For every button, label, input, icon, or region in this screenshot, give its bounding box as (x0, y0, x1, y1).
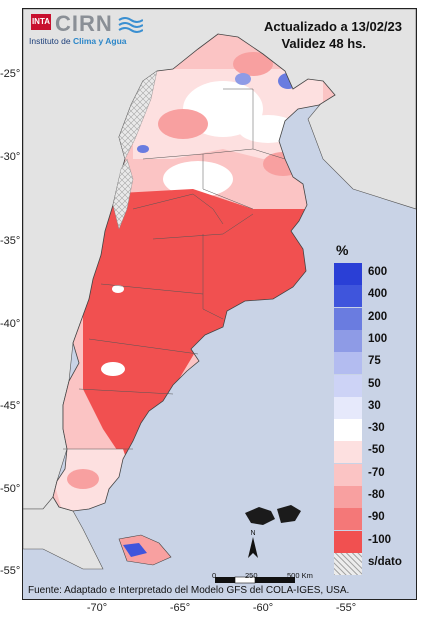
map-frame: INTA CIRN Instituto de Clima y Agua Actu… (22, 8, 417, 600)
north-label: N (250, 530, 255, 537)
legend-label: s/dato (368, 555, 402, 568)
scale-end: 500 Km (287, 571, 313, 580)
legend-swatch (334, 441, 362, 464)
lat-tick: -55° (0, 565, 21, 577)
north-arrow-icon: N (248, 530, 258, 558)
lat-tick: -40° (0, 318, 21, 330)
lon-tick: -55° (335, 602, 357, 614)
lat-tick: -50° (0, 483, 21, 495)
lat-tick: -45° (0, 400, 21, 412)
legend-swatch (334, 463, 362, 486)
legend-label: 100 (368, 332, 388, 345)
legend-swatch (334, 329, 362, 352)
inta-badge: INTA (31, 14, 51, 30)
legend-swatch (334, 419, 362, 442)
legend-label: 30 (368, 399, 381, 412)
legend-label: -50 (368, 444, 385, 457)
scale-start: 0 (212, 571, 217, 580)
legend-label: 400 (368, 288, 388, 301)
legend-swatch (334, 307, 362, 330)
legend-swatch (334, 263, 362, 285)
legend-label: -30 (368, 422, 385, 435)
legend-label: -80 (368, 489, 385, 501)
institute-prefix: Instituto de (29, 36, 73, 46)
lon-tick: -60° (252, 602, 274, 614)
legend-swatch (334, 486, 362, 508)
legend-label: 200 (368, 310, 388, 323)
institute-highlight: Clima y Agua (72, 36, 127, 46)
updated-date: Actualizado a 13/02/23 (263, 19, 402, 34)
institute-name: Instituto de Clima y Agua (29, 36, 127, 46)
lon-tick: -70° (86, 602, 108, 614)
legend-swatch (334, 396, 362, 419)
cirn-logo: INTA CIRN Instituto de Clima y Agua (27, 11, 169, 51)
scale-mid: 250 (245, 571, 258, 580)
legend-swatch (334, 508, 362, 531)
validity: Validez 48 hs. (281, 36, 366, 51)
lat-tick: -30° (0, 151, 21, 163)
waves-icon (118, 17, 143, 33)
legend-label: -70 (368, 466, 385, 479)
lon-tick: -65° (169, 602, 191, 614)
legend-label: 50 (368, 377, 381, 390)
legend-swatch (334, 530, 362, 553)
legend-label: 75 (368, 355, 381, 368)
legend-swatch (334, 352, 362, 375)
scale-bar (215, 576, 295, 584)
cirn-wordmark: CIRN (55, 11, 113, 36)
legend-label: -90 (368, 511, 385, 524)
legend-swatch (334, 285, 362, 308)
precipitation-anomaly-map (23, 9, 416, 599)
source-note: Fuente: Adaptado e Interpretado del Mode… (28, 585, 350, 596)
legend-label: -100 (368, 533, 392, 546)
legend-label: 600 (368, 266, 388, 278)
legend-swatch (334, 374, 362, 397)
legend-title: % (336, 242, 349, 258)
legend-swatch (334, 552, 362, 575)
lat-tick: -25° (0, 68, 21, 80)
lat-tick: -35° (0, 235, 21, 247)
